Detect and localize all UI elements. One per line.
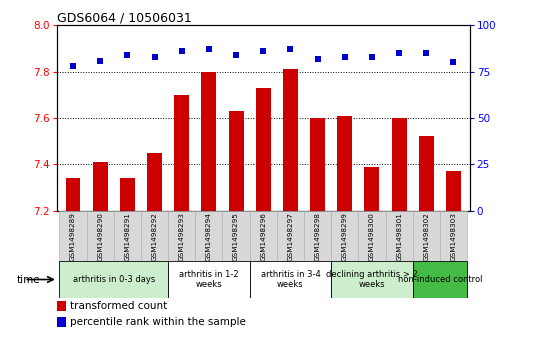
Bar [283, 69, 298, 211]
Bar [256, 88, 271, 211]
Bar [413, 211, 440, 261]
Text: GSM1498300: GSM1498300 [369, 212, 375, 261]
Text: GSM1498298: GSM1498298 [315, 212, 321, 261]
Text: GSM1498301: GSM1498301 [396, 212, 402, 261]
Text: GSM1498289: GSM1498289 [70, 212, 76, 261]
Bar [59, 211, 86, 261]
Bar [93, 162, 107, 211]
Text: percentile rank within the sample: percentile rank within the sample [70, 317, 246, 327]
Point [150, 54, 159, 60]
Text: arthritis in 3-4
weeks: arthritis in 3-4 weeks [261, 270, 320, 289]
Point [449, 60, 458, 65]
Text: GSM1498294: GSM1498294 [206, 212, 212, 261]
Bar [57, 317, 66, 327]
Bar [446, 171, 461, 211]
Point [69, 63, 77, 69]
Text: time: time [16, 274, 40, 285]
Text: GDS6064 / 10506031: GDS6064 / 10506031 [57, 11, 192, 24]
Bar [228, 111, 244, 211]
Bar [338, 116, 352, 211]
Bar [222, 211, 249, 261]
Text: transformed count: transformed count [70, 301, 167, 311]
Bar [331, 211, 359, 261]
Bar [114, 211, 141, 261]
Text: non-induced control: non-induced control [397, 275, 482, 284]
Point [259, 48, 268, 54]
Bar [168, 211, 195, 261]
Bar [168, 261, 249, 298]
Text: GSM1498295: GSM1498295 [233, 212, 239, 261]
Bar [392, 118, 407, 211]
Text: GSM1498292: GSM1498292 [152, 212, 158, 261]
Point [205, 46, 213, 52]
Bar [120, 178, 135, 211]
Bar [57, 301, 66, 311]
Point [313, 56, 322, 62]
Bar [65, 178, 80, 211]
Bar [249, 261, 331, 298]
Text: GSM1498303: GSM1498303 [450, 212, 456, 261]
Text: GSM1498296: GSM1498296 [260, 212, 266, 261]
Point [422, 50, 430, 56]
Bar [419, 136, 434, 211]
Bar [86, 211, 114, 261]
Point [395, 50, 403, 56]
Bar [147, 153, 162, 211]
Bar [310, 118, 325, 211]
Bar [141, 211, 168, 261]
Bar [249, 211, 277, 261]
Text: GSM1498302: GSM1498302 [423, 212, 429, 261]
Bar [304, 211, 331, 261]
Text: GSM1498293: GSM1498293 [179, 212, 185, 261]
Bar [277, 211, 304, 261]
Bar [201, 72, 217, 211]
Bar [440, 211, 467, 261]
Text: declining arthritis > 2
weeks: declining arthritis > 2 weeks [326, 270, 418, 289]
Text: GSM1498291: GSM1498291 [124, 212, 130, 261]
Point [368, 54, 376, 60]
Point [286, 46, 295, 52]
Bar [331, 261, 413, 298]
Point [232, 52, 240, 58]
Bar [386, 211, 413, 261]
Bar [59, 261, 168, 298]
Bar [364, 167, 380, 211]
Point [123, 52, 132, 58]
Text: arthritis in 1-2
weeks: arthritis in 1-2 weeks [179, 270, 239, 289]
Text: arthritis in 0-3 days: arthritis in 0-3 days [73, 275, 155, 284]
Bar [413, 261, 467, 298]
Bar [174, 95, 189, 211]
Text: GSM1498290: GSM1498290 [97, 212, 103, 261]
Bar [359, 211, 386, 261]
Point [178, 48, 186, 54]
Bar [195, 211, 222, 261]
Text: GSM1498297: GSM1498297 [287, 212, 293, 261]
Point [340, 54, 349, 60]
Text: GSM1498299: GSM1498299 [342, 212, 348, 261]
Point [96, 58, 105, 64]
